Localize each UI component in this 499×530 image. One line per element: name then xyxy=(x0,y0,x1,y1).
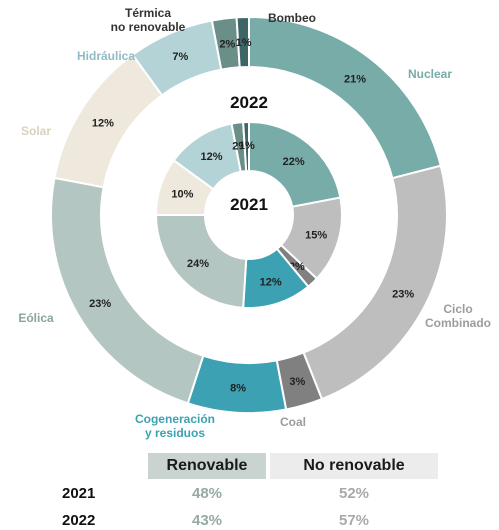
row-2021-no-renovable: 52% xyxy=(338,485,370,502)
slice-2021-bombeo xyxy=(242,120,250,173)
header-renovable: Renovable xyxy=(148,453,266,479)
value-label-2021-eolica: 24% xyxy=(187,258,209,270)
category-label-bombeo: Bombeo xyxy=(268,11,316,25)
value-label-2021-bombeo: 1% xyxy=(239,140,255,152)
row-year-2021: 2021 xyxy=(62,485,96,502)
row-2022-renovable: 43% xyxy=(191,512,223,529)
row-2021-renovable: 48% xyxy=(191,485,223,502)
donut-chart: 21% Nuclear 23% Ciclo Combinado 3% Coal 8% Cogen… xyxy=(18,6,491,440)
row-year-2022: 2022 xyxy=(62,512,96,529)
value-label-2021-hidraulica: 12% xyxy=(200,151,222,163)
value-label-2022-eolica: 23% xyxy=(89,298,111,310)
category-label-hidraulica: Hidráulica xyxy=(77,49,135,63)
year-label-2022: 2022 xyxy=(230,93,268,112)
value-label-2022-coal: 3% xyxy=(289,376,305,388)
value-label-2022-hidraulica: 7% xyxy=(172,51,188,63)
year-label-2021: 2021 xyxy=(230,195,268,214)
value-label-2022-solar: 12% xyxy=(92,117,114,129)
value-label-2022-termica-no-renovable: 2% xyxy=(219,38,235,50)
value-label-2022-nuclear: 21% xyxy=(344,73,366,85)
category-label-termica-no-renovable: Térmica no renovable xyxy=(111,6,186,34)
category-label-nuclear: Nuclear xyxy=(408,67,452,81)
category-label-solar: Solar xyxy=(21,124,51,138)
category-label-ciclo-combinado: Ciclo Combinado xyxy=(425,302,491,330)
slice-2022-bombeo xyxy=(235,15,250,69)
header-no-renovable: No renovable xyxy=(270,453,438,479)
value-label-2021-solar: 10% xyxy=(171,188,193,200)
category-label-coal: Coal xyxy=(280,415,306,429)
value-label-2021-cogeneracion-y-residuos: 12% xyxy=(260,277,282,289)
summary-table: Renovable No renovable 2021 48% 52% 2022… xyxy=(0,450,499,530)
value-label-2022-bombeo: 1% xyxy=(236,37,252,49)
category-label-cogeneracion-y-residuos: Cogeneración y residuos xyxy=(135,412,215,440)
row-2022-no-renovable: 57% xyxy=(338,512,370,529)
value-label-2021-nuclear: 22% xyxy=(283,156,305,168)
value-label-2021-ciclo-combinado: 15% xyxy=(305,230,327,242)
value-label-2022-ciclo-combinado: 23% xyxy=(392,289,414,301)
category-label-eolica: Eólica xyxy=(18,311,54,325)
slice-2021-eolica xyxy=(154,214,248,309)
value-label-2022-cogeneracion-y-residuos: 8% xyxy=(230,383,246,395)
